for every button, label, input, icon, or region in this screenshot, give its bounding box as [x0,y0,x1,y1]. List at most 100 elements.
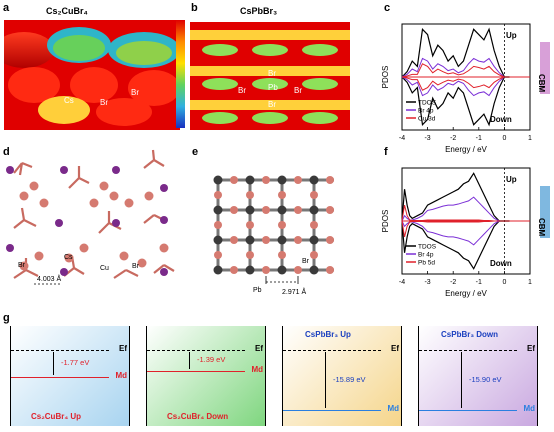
series-br-4p-up [401,57,510,78]
series-tdos-up [401,172,510,222]
panel-a-label-br-1: Br [100,98,108,107]
y-axis-label: PDOS [381,210,390,233]
panel-g-letter: g [3,312,10,324]
down-annotation: Down [490,259,512,268]
legend-label: Br 4p [418,252,434,259]
energy-level-box: Ef Md -1.77 eV Cs₂CuBr₄ Up [10,326,130,426]
cs2cubr4-crystal-structure [6,149,175,285]
x-tick-label: 1 [528,279,532,286]
energy-box-title: CsPbBr₃ Down [441,330,499,339]
md-level-line [419,410,517,411]
cbm-label: CBM [537,74,546,93]
energy-gap-arrow [325,352,326,408]
md-level-line [147,370,245,372]
legend-label: Br 4p [418,108,434,115]
x-tick-label: 1 [528,135,532,142]
x-tick-label: -3 [424,135,430,142]
panel-a-letter: a [3,2,10,14]
x-tick-label: -1 [476,279,482,286]
ef-label: Ef [255,344,263,353]
legend-label: TDOS [418,100,437,107]
panel-b-surface-plot [190,22,350,130]
pdos-chart-f: CBM -4 -3 -2 -1 0 1 Energy / eV PDOS Up Down TDOSBr… [381,167,550,298]
fermi-level-dashed-line [11,350,109,351]
energy-box-title: Cs₂CuBr₄ Down [167,412,229,421]
energy-box-title: Cs₂CuBr₄ Up [31,412,82,421]
energy-gap-arrow [189,352,190,369]
md-label: Md [251,364,263,374]
panel-a-label-cs: Cs [64,96,74,105]
x-tick-label: -1 [476,135,482,142]
panel-d-label-cu: Cu [100,265,109,272]
panel-d-letter: d [3,146,10,158]
series-cu-3d-down [401,76,510,91]
panel-f-letter: f [384,146,388,158]
panel-b-title: CsPbBr₃ [240,6,278,16]
panel-e-label-br: Br [302,258,309,265]
potential-colorbar [176,20,185,128]
energy-level-box: Ef Md -15.90 eV CsPbBr₃ Down [418,326,538,426]
down-annotation: Down [490,115,512,124]
cbm-region [540,186,550,238]
x-axis-label: Energy / eV [445,289,487,298]
legend-label: TDOS [418,244,437,251]
panel-b-label-br-1: Br [268,69,276,78]
x-axis-label: Energy / eV [445,145,487,154]
cspbbr3-crystal-structure [213,175,334,284]
fermi-level-dashed-line [419,350,517,351]
series-br-4p-down [401,220,510,246]
x-tick-label: 0 [502,279,506,286]
md-level-line [11,376,109,378]
cbm-label: CBM [537,218,546,237]
energy-gap-arrow [461,352,462,408]
energy-gap-value: -1.39 eV [197,355,226,365]
md-label: Md [387,404,399,413]
cbm-region [540,42,550,94]
panel-d-label-br-2: Br [132,263,139,270]
panel-c-letter: c [384,2,391,14]
up-annotation: Up [506,175,517,184]
md-label: Md [115,370,127,380]
panel-a-surface-plot [4,20,180,130]
energy-gap-value: -15.89 eV [333,375,366,384]
panel-b-label-br-2: Br [238,86,246,95]
energy-level-box: Ef Md -15.89 eV CsPbBr₃ Up [282,326,402,426]
x-tick-label: -2 [450,279,456,286]
panel-d-distance: 4.003 Å [37,276,62,283]
panel-e-distance: 2.971 Å [282,289,307,296]
legend-label: Cu 3d [418,116,436,123]
panel-e-label-pb: Pb [253,287,262,294]
ef-label: Ef [391,344,399,353]
energy-gap-value: -15.90 eV [469,375,502,384]
series-tdos-down [401,220,510,270]
series-br-4p-up [401,196,510,222]
x-tick-label: 0 [502,135,506,142]
panel-d-label-cs: Cs [64,254,73,261]
panel-b-label-br-4: Br [268,100,276,109]
x-tick-label: -3 [424,279,430,286]
series-br-4p-down [401,76,510,97]
x-tick-label: -4 [399,279,405,286]
energy-gap-arrow [53,352,54,375]
fermi-level-dashed-line [283,350,381,351]
legend-label: Pb 5d [418,260,435,267]
fermi-level-dashed-line [147,350,245,351]
md-label: Md [523,404,535,413]
panel-b-letter: b [191,2,198,14]
series-tdos-up [401,27,510,78]
panel-a-title: Cs₂CuBr₄ [46,6,88,16]
panel-b-label-pb: Pb [268,83,278,92]
x-tick-label: -2 [450,135,456,142]
panel-e-letter: e [192,146,199,158]
panel-a-label-br-2: Br [131,88,139,97]
up-annotation: Up [506,31,517,40]
panel-b-label-br-3: Br [294,86,302,95]
series-cu-3d-up [401,63,510,78]
ef-label: Ef [119,344,127,353]
energy-level-box: Ef Md -1.39 eV Cs₂CuBr₄ Down [146,326,266,426]
energy-gap-value: -1.77 eV [61,358,90,368]
energy-box-title: CsPbBr₃ Up [305,330,351,339]
md-level-line [283,410,381,411]
panel-d-label-br-1: Br [18,262,25,269]
ef-label: Ef [527,344,535,353]
